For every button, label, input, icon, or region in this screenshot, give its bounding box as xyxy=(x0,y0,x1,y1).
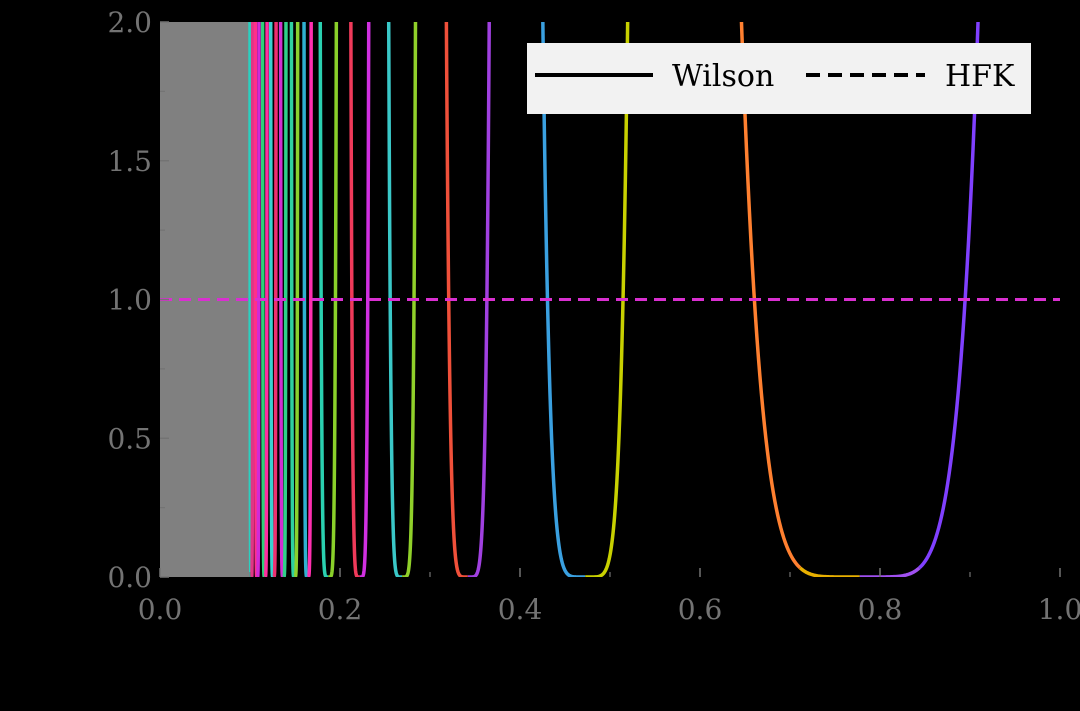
y-tick-label-2: 1.0 xyxy=(107,284,152,317)
x-tick-label-2: 0.4 xyxy=(498,593,543,626)
legend: Wilson HFK xyxy=(527,43,1031,114)
x-tick-label-5: 1.0 xyxy=(1038,593,1080,626)
wilson-curve-7-seg-1 xyxy=(328,22,339,577)
wilson-curve-3-seg-1 xyxy=(272,22,278,577)
wilson-curve-2-seg-0 xyxy=(260,22,266,577)
wilson-curve-10-seg-0 xyxy=(444,22,468,577)
wilson-curve-4-seg-0 xyxy=(278,22,285,577)
x-tick-label-3: 0.6 xyxy=(678,593,723,626)
wilson-curve-8-seg-1 xyxy=(359,22,371,577)
wilson-curve-1-seg-0 xyxy=(253,22,259,577)
wilson-curve-7-seg-0 xyxy=(318,22,329,577)
wilson-curve-11-seg-1 xyxy=(585,22,630,577)
wilson-curve-8-seg-0 xyxy=(349,22,360,577)
wilson-curves xyxy=(248,22,980,577)
legend-box xyxy=(527,43,1031,114)
wilson-curve-12-seg-3 xyxy=(918,22,980,570)
wilson-curve-0-seg-1 xyxy=(249,22,255,577)
wilson-curve-6-seg-0 xyxy=(302,22,309,577)
wilson-curve-5-seg-1 xyxy=(293,22,300,577)
y-tick-label-4: 2.0 xyxy=(107,6,152,39)
wilson-curve-1-seg-1 xyxy=(256,22,261,577)
wilson-curve-6-seg-1 xyxy=(307,22,313,577)
wilson-curve-3-seg-0 xyxy=(268,22,275,577)
wilson-curve-9-seg-1 xyxy=(402,22,418,577)
wilson-curve-10-seg-1 xyxy=(467,22,491,577)
wilson-curve-12-seg-2 xyxy=(859,566,921,577)
x-tick-label-1: 0.2 xyxy=(318,593,363,626)
legend-wilson-label: Wilson xyxy=(672,59,774,94)
x-tick-label-4: 0.8 xyxy=(858,593,903,626)
y-tick-label-0: 0.0 xyxy=(107,561,152,594)
axes: 0.0 0.2 0.4 0.6 0.8 1.0 0.0 0.5 1.0 1.5 2.0 xyxy=(107,6,1080,626)
y-tick-label-1: 0.5 xyxy=(107,422,152,455)
legend-hfk-label: HFK xyxy=(945,59,1015,94)
wilson-curve-9-seg-0 xyxy=(386,22,403,577)
wilson-curve-12-seg-0 xyxy=(739,22,802,570)
x-tick-label-0: 0.0 xyxy=(138,593,183,626)
wilson-curve-11-seg-0 xyxy=(541,22,586,577)
wilson-curve-2-seg-1 xyxy=(263,22,269,577)
wilson-curve-12-seg-1 xyxy=(798,566,860,577)
wilson-curve-5-seg-0 xyxy=(289,22,296,577)
wilson-curve-4-seg-1 xyxy=(282,22,288,577)
y-tick-label-3: 1.5 xyxy=(107,145,152,178)
